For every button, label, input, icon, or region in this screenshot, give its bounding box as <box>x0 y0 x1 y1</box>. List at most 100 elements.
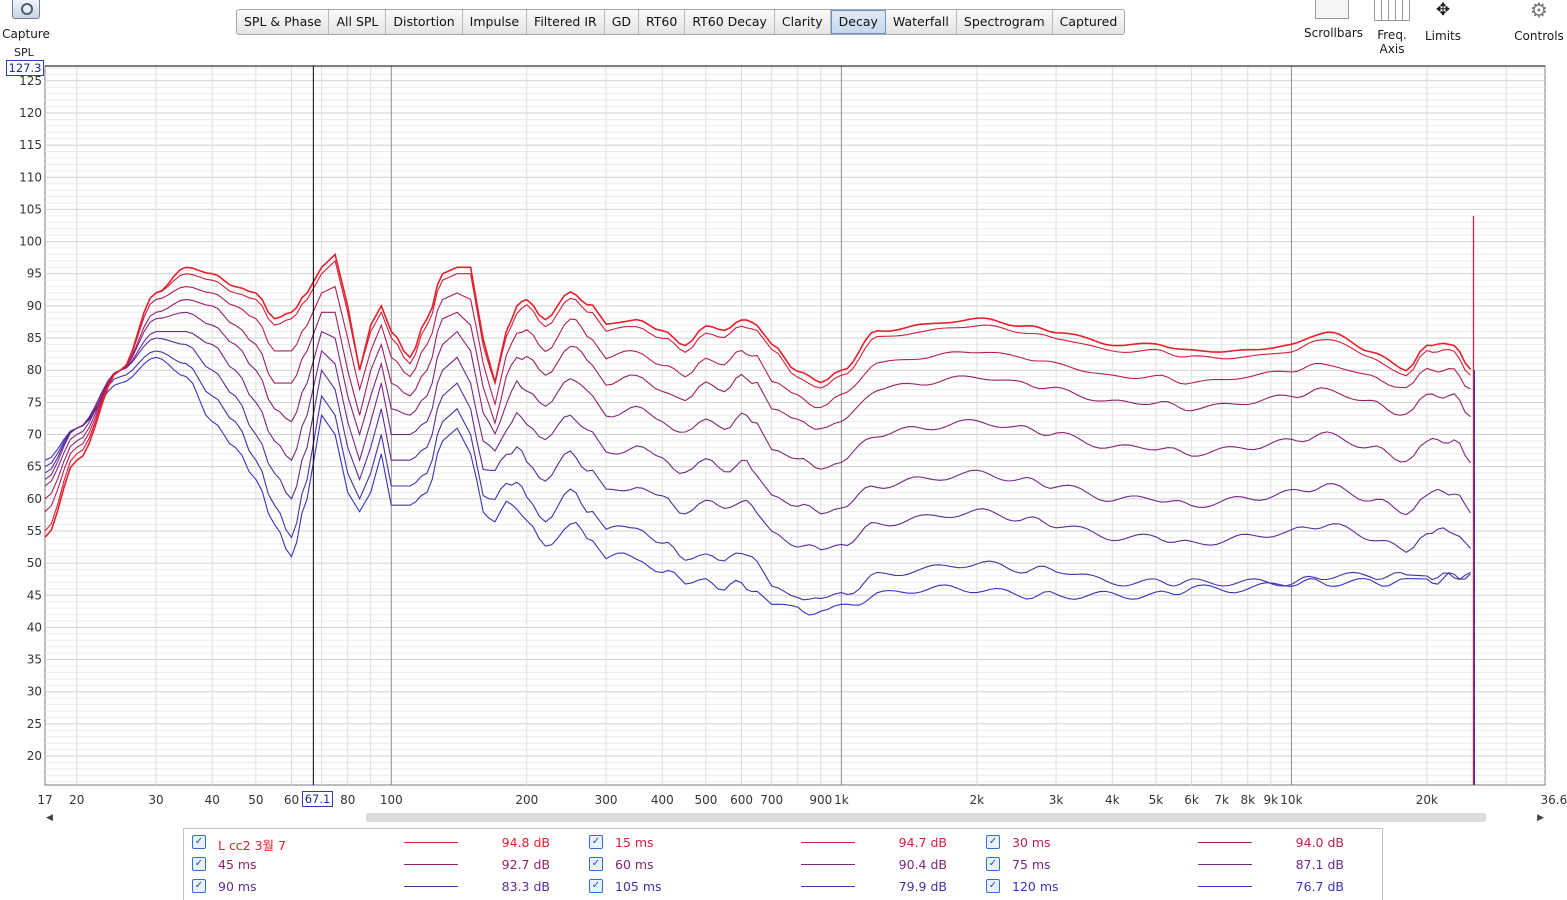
legend-series-value: 92.7 dB <box>502 857 550 872</box>
camera-icon <box>12 0 40 19</box>
plot-area <box>45 66 1545 785</box>
legend-item: ✓ 30 ms 94.0 dB <box>978 832 1374 852</box>
controls-button[interactable]: ⚙ Controls <box>1514 0 1564 43</box>
legend-checkbox[interactable]: ✓ <box>589 857 603 871</box>
legend-series-name: 90 ms <box>218 879 257 894</box>
tab-gd[interactable]: GD <box>605 10 639 34</box>
cursor-frequency-readout[interactable]: 67.1 <box>302 791 333 807</box>
limits-icon: ✥ <box>1426 0 1460 22</box>
y-tick-label: 60 <box>27 492 42 506</box>
tab-spectrogram[interactable]: Spectrogram <box>957 10 1053 34</box>
scroll-left-icon[interactable]: ◀ <box>46 811 53 825</box>
limits-label: Limits <box>1424 29 1462 43</box>
x-tick-label: 80 <box>340 793 355 807</box>
tab-decay[interactable]: Decay <box>831 10 886 34</box>
legend-checkbox[interactable]: ✓ <box>589 879 603 893</box>
legend-series-name: 75 ms <box>1012 857 1051 872</box>
legend-series-name: 45 ms <box>218 857 257 872</box>
y-tick-label: 25 <box>27 717 42 731</box>
y-tick-label: 30 <box>27 685 42 699</box>
x-tick-label: 4k <box>1105 793 1120 807</box>
tab-distortion[interactable]: Distortion <box>386 10 462 34</box>
y-tick-label: 65 <box>27 460 42 474</box>
y-tick-label: 40 <box>27 620 42 634</box>
legend-line-swatch <box>1198 886 1252 887</box>
tab-rt60-decay[interactable]: RT60 Decay <box>685 10 775 34</box>
tab-all-spl[interactable]: All SPL <box>329 10 386 34</box>
legend-series-value: 76.7 dB <box>1296 879 1344 894</box>
freq-axis-button[interactable]: Freq. Axis <box>1364 0 1420 56</box>
x-tick-label: 6k <box>1184 793 1199 807</box>
legend-line-swatch <box>404 886 458 887</box>
y-tick-label: 90 <box>27 299 42 313</box>
x-tick-label: 700 <box>760 793 783 807</box>
x-tick-label: 60 <box>284 793 299 807</box>
y-top-readout[interactable]: 127.3 <box>6 60 44 76</box>
legend-item: ✓ 60 ms 90.4 dB <box>581 854 977 874</box>
tab-waterfall[interactable]: Waterfall <box>886 10 957 34</box>
y-tick-label: 120 <box>19 106 42 120</box>
x-tick-label: 20k <box>1416 793 1438 807</box>
legend-checkbox[interactable]: ✓ <box>986 835 1000 849</box>
y-tick-label: 110 <box>19 170 42 184</box>
x-tick-label: 200 <box>515 793 538 807</box>
tab-spl-phase[interactable]: SPL & Phase <box>237 10 329 34</box>
tab-clarity[interactable]: Clarity <box>775 10 831 34</box>
y-tick-label: 70 <box>27 428 42 442</box>
freq-axis-label: Freq. Axis <box>1364 28 1420 56</box>
legend-checkbox[interactable]: ✓ <box>986 857 1000 871</box>
legend-line-swatch <box>404 864 458 865</box>
legend-checkbox[interactable]: ✓ <box>589 835 603 849</box>
legend-series-value: 87.1 dB <box>1296 857 1344 872</box>
legend-checkbox[interactable]: ✓ <box>192 857 206 871</box>
x-tick-label: 10k <box>1280 793 1302 807</box>
legend-series-value: 90.4 dB <box>899 857 947 872</box>
legend-series-value: 94.0 dB <box>1296 835 1344 850</box>
gear-icon: ⚙ <box>1528 0 1550 22</box>
legend-series-name: 15 ms <box>615 835 654 850</box>
x-tick-label: 30 <box>148 793 163 807</box>
x-tick-label: 100 <box>380 793 403 807</box>
tab-rt60[interactable]: RT60 <box>639 10 685 34</box>
capture-label: Capture <box>0 27 52 41</box>
x-tick-label: 400 <box>651 793 674 807</box>
tab-captured[interactable]: Captured <box>1053 10 1125 34</box>
capture-button[interactable]: Capture <box>0 0 52 44</box>
legend-line-swatch <box>801 886 855 887</box>
legend-checkbox[interactable]: ✓ <box>986 879 1000 893</box>
legend-line-swatch <box>801 842 855 843</box>
tab-impulse[interactable]: Impulse <box>463 10 527 34</box>
decay-plot[interactable]: 2025303540455055606570758085909510010511… <box>0 60 1567 810</box>
x-tick-label: 9k <box>1264 793 1279 807</box>
y-tick-label: 75 <box>27 395 42 409</box>
legend-checkbox[interactable]: ✓ <box>192 835 206 849</box>
legend-series-name: L cc2 3월 7 <box>218 835 286 854</box>
legend-series-name: 30 ms <box>1012 835 1051 850</box>
x-tick-label: 7k <box>1214 793 1229 807</box>
x-tick-label: 50 <box>248 793 263 807</box>
y-tick-label: 55 <box>27 524 42 538</box>
y-tick-label: 80 <box>27 363 42 377</box>
y-tick-label: 85 <box>27 331 42 345</box>
horizontal-scrollbar[interactable]: ◀ ▶ <box>44 811 1546 825</box>
y-tick-label: 35 <box>27 653 42 667</box>
legend-series-name: 60 ms <box>615 857 654 872</box>
scrollbars-button[interactable]: Scrollbars <box>1304 0 1360 40</box>
legend-series-value: 94.8 dB <box>502 835 550 850</box>
legend-checkbox[interactable]: ✓ <box>192 879 206 893</box>
x-axis-end-label: 36.6kHz <box>1541 793 1567 807</box>
y-tick-label: 20 <box>27 749 42 763</box>
x-tick-label: 300 <box>595 793 618 807</box>
scrollbar-thumb[interactable] <box>366 813 1486 822</box>
x-tick-label: 900 <box>809 793 832 807</box>
tab-filtered-ir[interactable]: Filtered IR <box>527 10 605 34</box>
legend-series-value: 79.9 dB <box>899 879 947 894</box>
limits-button[interactable]: ✥ Limits <box>1424 0 1462 43</box>
y-tick-label: 115 <box>19 138 42 152</box>
scroll-right-icon[interactable]: ▶ <box>1537 811 1544 825</box>
y-tick-label: 45 <box>27 588 42 602</box>
x-tick-label: 3k <box>1049 793 1064 807</box>
